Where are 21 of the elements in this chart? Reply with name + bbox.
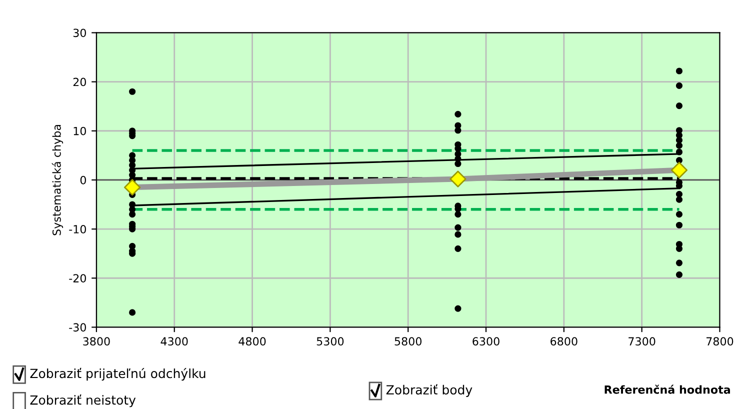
x-tick-label: 7800	[706, 337, 734, 346]
y-tick-label: -10	[69, 225, 86, 234]
x-axis-title: Referenčná hodnota	[604, 384, 730, 394]
y-tick-label: -30	[69, 323, 86, 332]
x-tick-label: 6300	[472, 337, 500, 346]
x-tick-label: 6800	[550, 337, 578, 346]
y-tick-label: 0	[80, 176, 86, 184]
x-tick-label: 5800	[394, 337, 422, 346]
text: Zobraziť body	[386, 384, 472, 397]
y-axis-title: Systematická chyba	[52, 124, 64, 236]
text: Zobraziť prijateľnú odchýlku	[30, 368, 206, 381]
y-tick-label: 30	[73, 28, 86, 38]
x-tick-label: 3800	[83, 337, 110, 346]
y-tick-label: 10	[74, 126, 86, 136]
x-tick-label: 4800	[238, 337, 266, 346]
y-tick-label: 20	[73, 78, 86, 86]
y-tick-label: -20	[69, 274, 86, 282]
x-tick-label: 7300	[628, 337, 656, 346]
x-tick-label: 5300	[316, 337, 344, 346]
x-tick-label: 4300	[160, 337, 188, 346]
text: Zobraziť neistoty	[30, 394, 136, 408]
